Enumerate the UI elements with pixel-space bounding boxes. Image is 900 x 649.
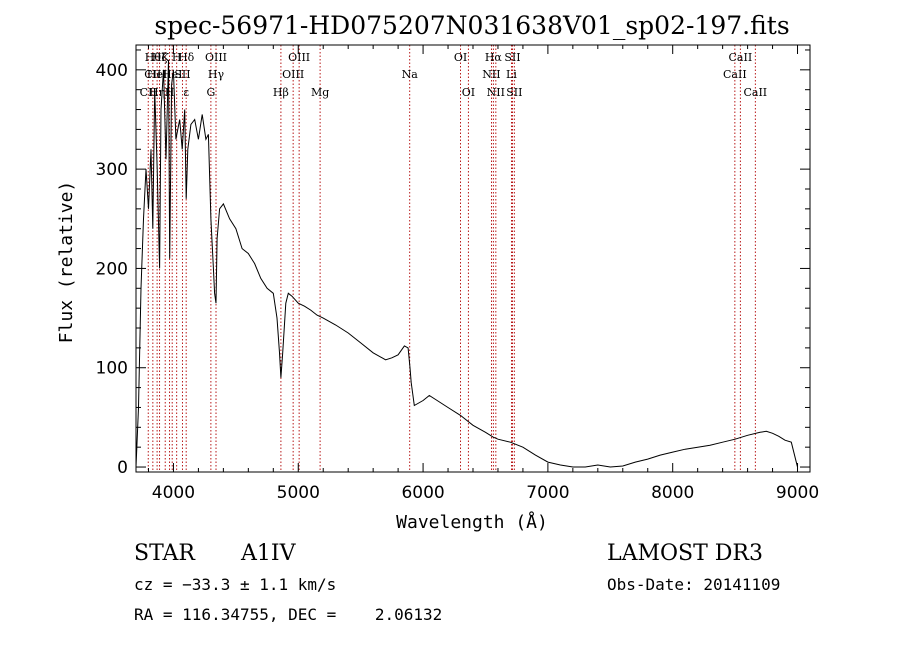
spectral-line-label: Hδ (178, 51, 195, 64)
object-class: STAR (134, 541, 196, 566)
survey-name: LAMOST DR3 (607, 541, 763, 566)
spectral-line-label: Na (402, 68, 419, 81)
spectral-line-markers (147, 45, 756, 472)
y-tick-label: 300 (96, 160, 128, 180)
x-tick-label: 5000 (277, 483, 320, 503)
spectral-line-label: SII (506, 86, 522, 99)
spectral-line-label: HeI (162, 68, 182, 81)
spectral-line-label: ε (183, 86, 189, 99)
spectral-line-label: K (161, 51, 170, 64)
spectral-line-label: CaII (743, 86, 767, 99)
spectral-line-label: Hβ (273, 86, 289, 99)
spectral-line-label: SII (174, 68, 190, 81)
spectral-line-label: OI (462, 86, 475, 99)
x-axis-label: Wavelength (Å) (396, 511, 548, 533)
spectral-line-label: G (206, 86, 215, 99)
spectral-line-label: CII (140, 86, 157, 99)
spectral-line-label: H (172, 51, 182, 64)
spectral-line-label: HeI (147, 68, 167, 81)
redshift-cz: cz = −33.3 ± 1.1 km/s (134, 575, 336, 594)
spectral-line-label: OI (454, 51, 467, 64)
y-tick-label: 0 (117, 458, 128, 478)
y-axis-label: Flux (relative) (56, 181, 77, 344)
observation-date: Obs-Date: 20141109 (607, 575, 780, 594)
spectral-line-label: H (165, 86, 175, 99)
spectral-line-label: Hα (485, 51, 503, 64)
spectral-line-label: SII (504, 51, 520, 64)
chart-title: spec-56971-HD075207N031638V01_sp02-197.f… (154, 11, 789, 40)
spectral-line-label: OIII (288, 51, 310, 64)
spectral-line-label: CaII (723, 68, 747, 81)
y-tick-label: 400 (96, 61, 128, 81)
spectral-line-label: CII (144, 68, 161, 81)
object-subclass: A1IV (240, 541, 297, 566)
spectral-line-label: Hθ (145, 51, 162, 64)
x-tick-label: 7000 (526, 483, 569, 503)
y-axis-ticks: 0 100 200 300 400 (96, 49, 810, 478)
spectral-line-label: Hγ (208, 68, 225, 81)
spectral-line-label: CaII (729, 51, 753, 64)
spectral-line-label: Mg (311, 86, 329, 99)
spectral-line-label: Hζ (152, 51, 168, 64)
spectral-line-label: NII (482, 68, 500, 81)
plot-frame (135, 44, 811, 473)
x-tick-label: 4000 (152, 483, 195, 503)
y-tick-label: 100 (96, 359, 128, 379)
x-tick-label: 8000 (651, 483, 694, 503)
spectral-line-label: Hη (149, 86, 165, 99)
spectral-line-label: OIII (205, 51, 227, 64)
x-axis-ticks: 4000 5000 6000 7000 8000 9000 (147, 45, 819, 503)
spectrum-series-line (135, 59, 798, 468)
x-tick-label: 6000 (401, 483, 444, 503)
spectral-line-label: OIII (282, 68, 304, 81)
y-tick-label: 200 (96, 259, 128, 279)
coordinates: RA = 116.34755, DEC = 2.06132 (134, 605, 442, 624)
spectral-line-label: NII (487, 86, 505, 99)
spectral-line-label: Li (506, 68, 517, 81)
x-tick-label: 9000 (776, 483, 819, 503)
